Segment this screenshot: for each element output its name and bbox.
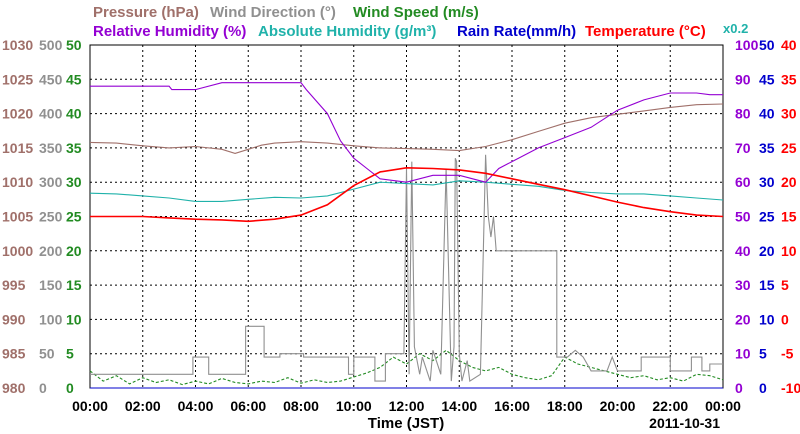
tick-label-pressure: 1015 [2,140,33,156]
tick-label-absolute_humidity_rain: 35 [759,140,775,156]
series-line-wind-direction [90,154,723,383]
x-tick-label: 04:00 [178,398,214,414]
date-label: 2011-10-31 [649,415,720,431]
tick-label-absolute_humidity_rain: 25 [759,209,775,225]
tick-label-absolute_humidity_rain: 45 [759,71,775,87]
x-axis-label: Time (JST) [368,415,444,432]
header-wind-speed: Wind Speed (m/s) [353,4,479,21]
header-wind-direction: Wind Direction (°) [210,4,336,21]
x-tick-label: 12:00 [389,398,425,414]
tick-label-pressure: 995 [2,277,26,293]
tick-label-absolute_humidity_rain: 20 [759,243,775,259]
tick-label-absolute_humidity_rain: 30 [759,174,775,190]
tick-label-temperature: 5 [781,277,789,293]
tick-label-relative_humidity: 100 [735,37,759,53]
tick-label-relative_humidity: 70 [735,140,751,156]
tick-label-temperature: 30 [781,106,797,122]
tick-label-relative_humidity: 10 [735,346,751,362]
x-tick-label: 10:00 [336,398,372,414]
tick-label-wind_direction: 450 [39,71,63,87]
tick-label-absolute_humidity_rain: 0 [759,380,767,396]
tick-label-absolute_humidity_rain: 50 [759,37,775,53]
x-tick-label: 00:00 [72,398,108,414]
tick-label-wind_direction: 250 [39,209,63,225]
series-line-relative-humidity [90,82,723,183]
series-line-temperature-c [90,166,724,223]
tick-label-pressure: 1005 [2,209,33,225]
tick-label-wind_speed: 40 [66,106,82,122]
tick-label-wind_direction: 400 [39,106,63,122]
header-temperature: Temperature (°C) [585,23,706,40]
x-tick-label: 08:00 [283,398,319,414]
tick-label-wind_speed: 20 [66,243,82,259]
tick-label-relative_humidity: 90 [735,71,751,87]
tick-label-wind_speed: 30 [66,174,82,190]
tick-label-absolute_humidity_rain: 5 [759,346,767,362]
axis-labels: 1030102510201015101010051000995990985980… [2,37,800,414]
tick-label-relative_humidity: 60 [735,174,751,190]
x-tick-label: 06:00 [230,398,266,414]
header-absolute-humidity: Absolute Humidity (g/m³) [258,23,436,40]
header-pressure: Pressure (hPa) [93,4,199,21]
tick-label-pressure: 1000 [2,243,33,259]
tick-label-relative_humidity: 30 [735,277,751,293]
tick-label-temperature: 15 [781,209,797,225]
tick-label-wind_direction: 350 [39,140,63,156]
tick-label-wind_speed: 45 [66,71,82,87]
tick-label-wind_direction: 200 [39,243,63,259]
header-relative-humidity: Relative Humidity (%) [93,23,246,40]
tick-label-temperature: -10 [781,380,800,396]
tick-label-temperature: 25 [781,140,797,156]
tick-label-relative_humidity: 20 [735,311,751,327]
tick-label-wind_direction: 50 [39,346,55,362]
series-line-absolute-humidity-g-m [89,180,724,202]
tick-label-relative_humidity: 50 [735,209,751,225]
tick-label-pressure: 1010 [2,174,33,190]
tick-label-relative_humidity: 40 [735,243,751,259]
tick-label-temperature: 20 [781,174,797,190]
tick-label-pressure: 985 [2,346,26,362]
tick-label-relative_humidity: 0 [735,380,743,396]
tick-label-absolute_humidity_rain: 10 [759,311,775,327]
x-tick-label: 22:00 [652,398,688,414]
series-line-wind-speed-m-s [89,349,724,386]
tick-label-wind_speed: 50 [66,37,82,53]
x-tick-label: 16:00 [494,398,530,414]
tick-label-wind_speed: 25 [66,209,82,225]
tick-label-temperature: 40 [781,37,797,53]
tick-label-temperature: -5 [781,346,794,362]
tick-label-wind_speed: 10 [66,311,82,327]
tick-label-pressure: 1025 [2,71,33,87]
tick-label-pressure: 990 [2,311,26,327]
tick-label-absolute_humidity_rain: 40 [759,106,775,122]
tick-label-pressure: 1020 [2,106,33,122]
x-tick-label: 02:00 [125,398,161,414]
tick-label-temperature: 0 [781,311,789,327]
tick-label-pressure: 1030 [2,37,33,53]
tick-label-wind_speed: 5 [66,346,74,362]
tick-label-wind_direction: 0 [39,380,47,396]
header-rain-rate: Rain Rate(mm/h) [457,23,576,40]
x-tick-label: 00:00 [705,398,741,414]
x-tick-label: 14:00 [441,398,477,414]
data-series [89,82,724,389]
tick-label-temperature: 35 [781,71,797,87]
tick-label-pressure: 980 [2,380,26,396]
tick-label-wind_direction: 150 [39,277,63,293]
header-scale-note: x0.2 [723,21,748,36]
x-tick-label: 18:00 [547,398,583,414]
tick-label-temperature: 10 [781,243,797,259]
x-tick-label: 20:00 [600,398,636,414]
tick-label-wind_direction: 100 [39,311,63,327]
tick-label-wind_speed: 15 [66,277,82,293]
tick-label-absolute_humidity_rain: 15 [759,277,775,293]
tick-label-relative_humidity: 80 [735,106,751,122]
tick-label-wind_speed: 0 [66,380,74,396]
tick-label-wind_speed: 35 [66,140,82,156]
tick-label-wind_direction: 300 [39,174,63,190]
tick-label-wind_direction: 500 [39,37,63,53]
